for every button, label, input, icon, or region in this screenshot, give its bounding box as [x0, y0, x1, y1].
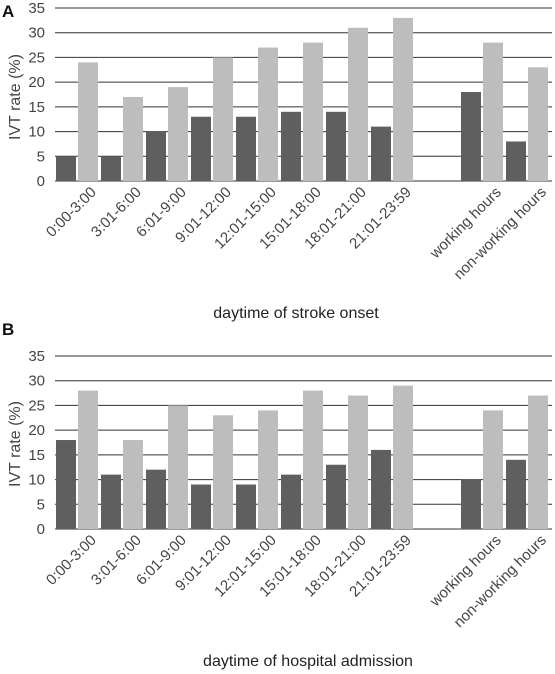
y-tick-label: 35	[28, 0, 45, 17]
y-tick-label: 0	[37, 173, 45, 190]
bar-series-1	[371, 126, 391, 181]
panel-label: B	[2, 320, 14, 339]
y-axis-label: IVT rate (%)	[7, 401, 24, 487]
bar-series-2	[393, 385, 413, 529]
bar-series-2	[123, 96, 143, 181]
bar-series-2	[483, 410, 503, 529]
y-tick-label: 25	[28, 49, 45, 66]
y-tick-label: 0	[37, 521, 45, 538]
bar-series-1	[506, 141, 526, 181]
bar-series-2	[213, 415, 233, 529]
bar-series-1	[236, 116, 256, 181]
panel-b: B IVT rate (%) daytime of hospital admis…	[2, 320, 552, 670]
bar-series-2	[123, 440, 143, 529]
bar-series-2	[528, 67, 548, 181]
bar-series-2	[348, 27, 368, 182]
bar-series-1	[191, 484, 211, 529]
bar-series-2	[348, 395, 368, 529]
bar-series-1	[56, 440, 76, 529]
bar-series-1	[191, 116, 211, 181]
bar-series-2	[213, 57, 233, 181]
bar-series-1	[281, 474, 301, 529]
plot-area: 051015202530350:00-3:003:01-6:006:01-9:0…	[28, 0, 552, 283]
bar-series-1	[326, 111, 346, 181]
bar-series-2	[528, 395, 548, 529]
bar-series-2	[393, 17, 413, 182]
bar-series-1	[146, 131, 166, 181]
bar-series-1	[371, 449, 391, 529]
bar-series-2	[168, 405, 188, 529]
y-tick-label: 30	[28, 373, 45, 390]
bar-series-2	[78, 390, 98, 529]
y-tick-label: 5	[37, 148, 45, 165]
bar-series-1	[326, 464, 346, 529]
bar-series-1	[101, 474, 121, 529]
panel-a: A IVT rate (%) daytime of stroke onset 0…	[2, 0, 552, 322]
bar-series-2	[303, 390, 323, 529]
y-axis-label: IVT rate (%)	[7, 54, 24, 140]
bar-series-1	[146, 469, 166, 529]
y-tick-label: 35	[28, 348, 45, 365]
bar-series-1	[236, 484, 256, 529]
bar-series-2	[303, 42, 323, 181]
y-tick-label: 20	[28, 422, 45, 439]
bar-series-2	[258, 47, 278, 181]
y-tick-label: 20	[28, 74, 45, 91]
bar-series-1	[461, 92, 481, 181]
x-axis-label: daytime of hospital admission	[203, 653, 413, 670]
y-tick-label: 25	[28, 397, 45, 414]
bar-series-1	[461, 479, 481, 529]
bar-series-1	[101, 156, 121, 181]
y-tick-label: 30	[28, 25, 45, 42]
x-axis-label: daytime of stroke onset	[213, 305, 379, 322]
bar-series-1	[281, 111, 301, 181]
y-tick-label: 5	[37, 496, 45, 513]
y-tick-label: 10	[28, 124, 45, 141]
bar-series-1	[506, 459, 526, 529]
bar-series-2	[258, 410, 278, 529]
panel-label: A	[2, 2, 14, 21]
bar-series-1	[56, 156, 76, 181]
bar-series-2	[168, 87, 188, 181]
plot-area: 051015202530350:00-3:003:01-6:006:01-9:0…	[28, 348, 552, 631]
bar-series-2	[483, 42, 503, 181]
y-tick-label: 10	[28, 472, 45, 489]
y-tick-label: 15	[28, 447, 45, 464]
bar-series-2	[78, 62, 98, 181]
y-tick-label: 15	[28, 99, 45, 116]
